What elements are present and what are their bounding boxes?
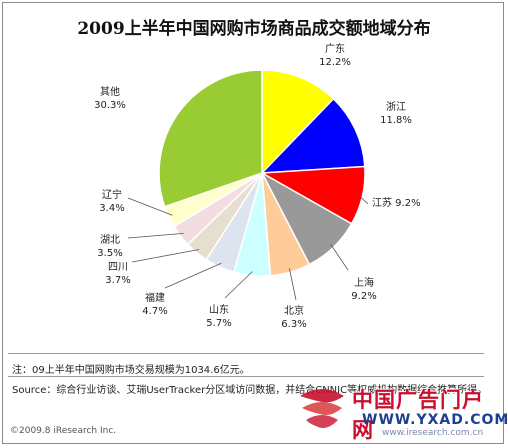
watermark-url: WWW.YXAD.COM xyxy=(362,412,508,428)
slice-value-11: 30.3% xyxy=(94,100,126,111)
site-url: www.iresearch.com.cn xyxy=(382,428,484,438)
source-text: Source：综合行业访谈、艾瑞UserTracker分区域访问数据，并结合CN… xyxy=(12,385,488,396)
copyright-text: ©2009.8 iResearch Inc. xyxy=(10,426,117,436)
slice-label-4: 上海 xyxy=(354,276,374,289)
slice-label-5: 北京 xyxy=(284,304,304,317)
pie-slice-2 xyxy=(260,97,366,174)
leader-line-4 xyxy=(330,244,349,271)
slice-label-6: 山东 xyxy=(209,303,229,316)
slice-label-3: 江苏 9.2% xyxy=(372,196,421,209)
leader-line-6 xyxy=(224,271,253,299)
slice-label-2: 浙江 xyxy=(386,101,406,113)
leader-line-8 xyxy=(131,249,200,263)
slice-value-5: 6.3% xyxy=(281,319,306,330)
pie-slice-1 xyxy=(261,69,335,175)
slice-value-4: 9.2% xyxy=(351,291,376,302)
pie-chart: 广东 12.2% 浙江 11.8% 江苏 9.2% 上海 9.2% 北京 6.3% 山东 5.7% 福… xyxy=(94,42,421,330)
slice-label-9: 湖北 xyxy=(100,234,120,246)
slice-label-1: 广东 xyxy=(325,42,345,55)
slice-label-8: 四川 xyxy=(108,262,128,273)
slice-value-8: 3.7% xyxy=(105,275,130,286)
leader-line-9 xyxy=(127,233,184,239)
leader-line-7 xyxy=(164,262,222,289)
chart-title: 2009上半年中国网购市场商品成交额地域分布 xyxy=(77,19,431,39)
leader-line-10 xyxy=(127,197,173,216)
slice-label-11: 其他 xyxy=(100,85,120,98)
watermark-emblem-icon xyxy=(300,389,344,428)
slice-label-10: 辽宁 xyxy=(102,188,122,201)
footnote: 注：09上半年中国网购市场交易规模为1034.6亿元。 xyxy=(12,365,250,376)
slice-value-2: 11.8% xyxy=(380,115,412,126)
watermark-text: 中国广告门户网 xyxy=(352,387,484,442)
slice-label-7: 福建 xyxy=(145,291,165,304)
slice-value-1: 12.2% xyxy=(319,57,351,68)
leader-line-5 xyxy=(288,268,297,301)
divider-bottom xyxy=(8,376,484,377)
slice-value-7: 4.7% xyxy=(142,306,167,317)
pie-slice-11 xyxy=(158,69,263,208)
leader-line-3 xyxy=(358,194,369,205)
slice-value-9: 3.5% xyxy=(97,248,122,259)
divider-top xyxy=(8,353,484,354)
slice-value-6: 5.7% xyxy=(206,318,231,329)
watermark-logo: 中国广告门户网 WWW.YXAD.COM xyxy=(292,382,508,442)
slice-value-10: 3.4% xyxy=(99,203,124,214)
